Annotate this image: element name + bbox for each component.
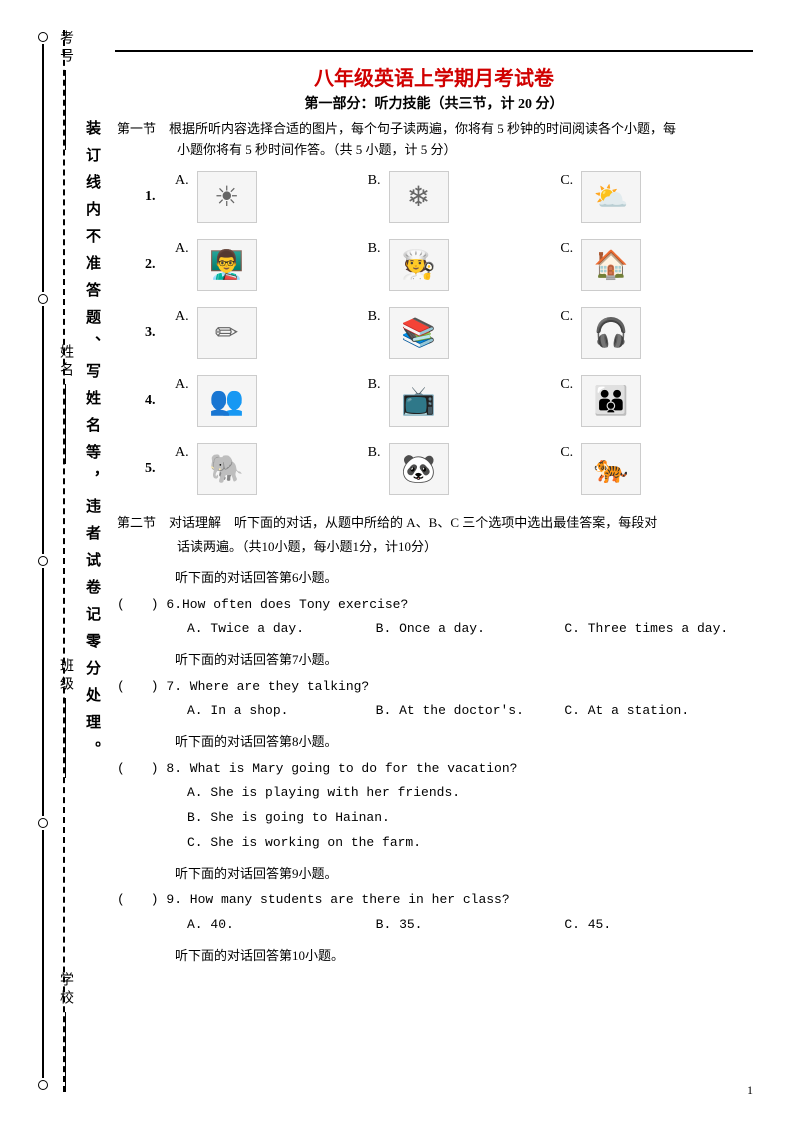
q8-sub: 听下面的对话回答第8小题。 <box>115 730 753 755</box>
option-a[interactable]: A.✏ <box>175 307 368 359</box>
margin-field-school: 学校 <box>55 972 75 1092</box>
q8-option-a[interactable]: A. She is playing with her friends. <box>187 781 753 806</box>
option-b[interactable]: B.📚 <box>368 307 561 359</box>
q8-stem: ( ) 8. What is Mary going to do for the … <box>115 757 753 782</box>
q-number: 3. <box>145 325 175 341</box>
q9-block: 听下面的对话回答第9小题。 ( ) 9. How many students a… <box>115 862 753 938</box>
q7-block: 听下面的对话回答第7小题。 ( ) 7. Where are they talk… <box>115 648 753 724</box>
section1-label: 第一节 <box>117 119 156 140</box>
pic-row-5: 5. A.🐘 B.🐼 C.🐅 <box>145 443 753 495</box>
q9-option-a[interactable]: A. 40. <box>187 913 376 938</box>
q8-option-c[interactable]: C. She is working on the farm. <box>187 831 753 856</box>
pic-row-2: 2. A.👨‍🏫 B.🧑‍🍳 C.🏠 <box>145 239 753 291</box>
main-content: 八年级英语上学期月考试卷 第一部分：听力技能（共三节，计 20 分） 第一节 根… <box>115 50 753 970</box>
panda-icon: 🐼 <box>389 443 449 495</box>
q6-option-a[interactable]: A. Twice a day. <box>187 617 376 642</box>
teacher-icon: 👨‍🏫 <box>197 239 257 291</box>
option-a[interactable]: A.👨‍🏫 <box>175 239 368 291</box>
option-a[interactable]: A.👥 <box>175 375 368 427</box>
q7-stem: ( ) 7. Where are they talking? <box>115 675 753 700</box>
people-icon: 👥 <box>197 375 257 427</box>
option-c[interactable]: C.🎧 <box>560 307 753 359</box>
section2-intro2: 话读两遍。（共10小题，每小题1分，计10分） <box>117 535 753 560</box>
weather-cloud-icon: ⛅ <box>581 171 641 223</box>
q8-block: 听下面的对话回答第8小题。 ( ) 8. What is Mary going … <box>115 730 753 855</box>
q-number: 2. <box>145 257 175 273</box>
q7-option-b[interactable]: B. At the doctor's. <box>376 699 565 724</box>
q10-block: 听下面的对话回答第10小题。 <box>115 944 753 969</box>
weather-snow-icon: ❄ <box>389 171 449 223</box>
tiger-icon: 🐅 <box>581 443 641 495</box>
q10-sub: 听下面的对话回答第10小题。 <box>115 944 753 969</box>
q7-option-c[interactable]: C. At a station. <box>564 699 753 724</box>
margin-field-class: 班级 <box>55 658 75 778</box>
option-b[interactable]: B.📺 <box>368 375 561 427</box>
house-icon: 🏠 <box>581 239 641 291</box>
option-c[interactable]: C.⛅ <box>560 171 753 223</box>
option-a[interactable]: A.🐘 <box>175 443 368 495</box>
option-b[interactable]: B.❄ <box>368 171 561 223</box>
q6-stem: ( ) 6.How often does Tony exercise? <box>115 593 753 618</box>
q6-block: 听下面的对话回答第6小题。 ( ) 6.How often does Tony … <box>115 566 753 642</box>
q-number: 4. <box>145 393 175 409</box>
chef-icon: 🧑‍🍳 <box>389 239 449 291</box>
paper-title: 八年级英语上学期月考试卷 <box>115 62 753 91</box>
option-b[interactable]: B.🧑‍🍳 <box>368 239 561 291</box>
family-icon: 👪 <box>581 375 641 427</box>
pencils-icon: ✏ <box>197 307 257 359</box>
q-number: 1. <box>145 189 175 205</box>
top-rule <box>115 50 753 52</box>
q9-sub: 听下面的对话回答第9小题。 <box>115 862 753 887</box>
pic-row-3: 3. A.✏ B.📚 C.🎧 <box>145 307 753 359</box>
section2-label: 第二节 <box>117 515 156 530</box>
option-c[interactable]: C.🐅 <box>560 443 753 495</box>
q9-option-c[interactable]: C. 45. <box>564 913 753 938</box>
headphones-icon: 🎧 <box>581 307 641 359</box>
section2-intro: 第二节 对话理解 听下面的对话，从题中所给的 A、B、C 三个选项中选出最佳答案… <box>115 511 753 560</box>
q9-option-b[interactable]: B. 35. <box>376 913 565 938</box>
section2-intro1: 对话理解 听下面的对话，从题中所给的 A、B、C 三个选项中选出最佳答案，每段对 <box>169 515 657 530</box>
q-number: 5. <box>145 461 175 477</box>
page-number: 1 <box>747 1083 753 1098</box>
option-a[interactable]: A.☀ <box>175 171 368 223</box>
tv-icon: 📺 <box>389 375 449 427</box>
elephant-icon: 🐘 <box>197 443 257 495</box>
section2: 第二节 对话理解 听下面的对话，从题中所给的 A、B、C 三个选项中选出最佳答案… <box>115 511 753 969</box>
books-icon: 📚 <box>389 307 449 359</box>
section1-text1: 根据所听内容选择合适的图片，每个句子读两遍，你将有 5 秒钟的时间阅读各个小题，… <box>169 121 676 136</box>
section1-text2: 小题你将有 5 秒时间作答。（共 5 小题，计 5 分） <box>117 140 753 161</box>
q6-option-c[interactable]: C. Three times a day. <box>564 617 753 642</box>
pic-row-4: 4. A.👥 B.📺 C.👪 <box>145 375 753 427</box>
margin-field-name: 姓名 <box>55 344 75 464</box>
option-c[interactable]: C.🏠 <box>560 239 753 291</box>
pic-row-1: 1. A.☀ B.❄ C.⛅ <box>145 171 753 223</box>
part-subtitle: 第一部分：听力技能（共三节，计 20 分） <box>115 93 753 113</box>
option-c[interactable]: C.👪 <box>560 375 753 427</box>
weather-sun-icon: ☀ <box>197 171 257 223</box>
q7-option-a[interactable]: A. In a shop. <box>187 699 376 724</box>
section1-intro: 第一节 根据所听内容选择合适的图片，每个句子读两遍，你将有 5 秒钟的时间阅读各… <box>115 119 753 161</box>
binding-warning: 装订线内不准答题、写姓名等，违者试卷记零分处理。 <box>82 120 103 920</box>
margin-field-examno: 考号 <box>55 30 75 150</box>
q8-option-b[interactable]: B. She is going to Hainan. <box>187 806 753 831</box>
q6-sub: 听下面的对话回答第6小题。 <box>115 566 753 591</box>
q7-sub: 听下面的对话回答第7小题。 <box>115 648 753 673</box>
q9-stem: ( ) 9. How many students are there in he… <box>115 888 753 913</box>
q6-option-b[interactable]: B. Once a day. <box>376 617 565 642</box>
option-b[interactable]: B.🐼 <box>368 443 561 495</box>
